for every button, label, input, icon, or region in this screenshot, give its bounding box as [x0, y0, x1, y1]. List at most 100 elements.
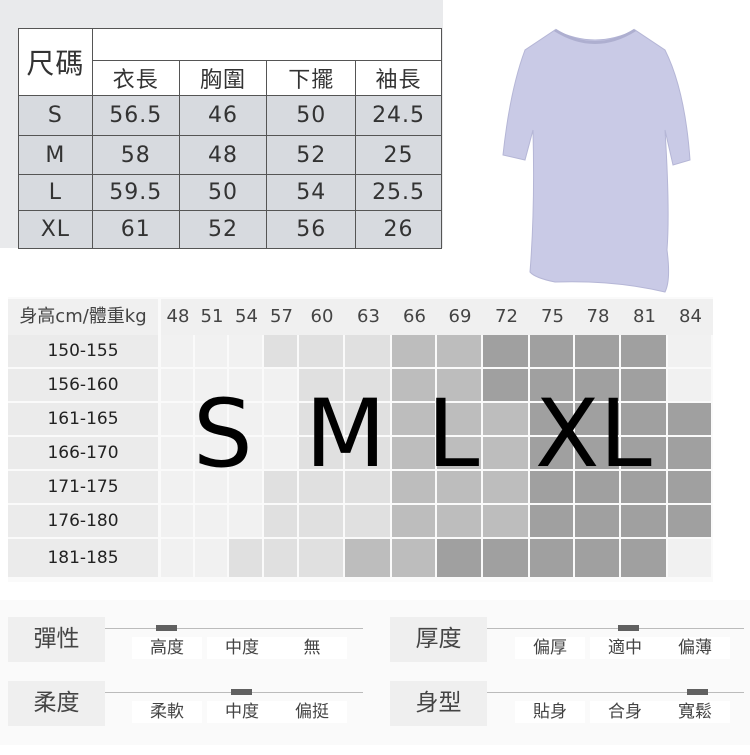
- fit-cell: [195, 539, 229, 579]
- fit-cell: [621, 335, 668, 369]
- attribute-scale-marker: [618, 625, 639, 631]
- height-label: 150-155: [8, 335, 158, 367]
- fit-cell: [299, 437, 345, 471]
- attribute-label: 彈性: [8, 617, 105, 662]
- attribute-scale-marker: [687, 689, 708, 695]
- size-zone-label: S: [193, 380, 253, 489]
- fit-cell: [229, 437, 264, 471]
- weight-header: 69: [437, 299, 483, 335]
- attribute-option: 貼身: [515, 701, 585, 723]
- fit-cell: [437, 471, 483, 505]
- attribute-option: 無: [277, 637, 347, 659]
- attribute-option: 偏薄: [660, 637, 730, 659]
- fit-cell: [161, 505, 195, 539]
- fit-cell: [161, 471, 195, 505]
- table-row: XL 61 52 56 26: [18, 210, 442, 249]
- value-cell: 26: [355, 210, 442, 249]
- fit-cell: [621, 539, 668, 579]
- attribute-scale-line: [487, 628, 744, 629]
- fit-cell: [530, 437, 575, 471]
- value-cell: 52: [266, 135, 357, 175]
- tshirt-icon: [502, 28, 691, 293]
- height-label: 181-185: [8, 539, 158, 577]
- grid-header-label: 身高cm/體重kg: [8, 299, 158, 335]
- attribute-option: 中度: [207, 701, 277, 723]
- attribute-scale-line: [105, 628, 363, 629]
- fit-cell: [195, 403, 229, 437]
- attribute-label: 身型: [390, 681, 487, 726]
- fit-cell: [575, 369, 621, 403]
- fit-cell: [530, 539, 575, 579]
- size-zone-label: L: [427, 380, 480, 489]
- fit-cell: [299, 471, 345, 505]
- fit-cell: [621, 437, 668, 471]
- fit-cell: [668, 505, 713, 539]
- fit-cell: [345, 539, 392, 579]
- fit-cell: [621, 369, 668, 403]
- fit-cell: [437, 505, 483, 539]
- fit-cell: [668, 369, 713, 403]
- fit-cell: [575, 505, 621, 539]
- fit-cell: [161, 403, 195, 437]
- value-cell: 50: [266, 95, 357, 136]
- value-cell: 52: [178, 210, 268, 249]
- fit-cell: [530, 369, 575, 403]
- fit-cell: [195, 437, 229, 471]
- size-cell: M: [18, 135, 93, 175]
- fit-cell: [299, 539, 345, 579]
- fit-grid: 身高cm/體重kg 48 51 54 57 60 63 66 69 72 75 78 81 84 150-…: [8, 297, 713, 582]
- fit-cell: [345, 437, 392, 471]
- fit-cell: [229, 369, 264, 403]
- fit-cell: [264, 403, 299, 437]
- height-label: 176-180: [8, 505, 158, 537]
- fit-cell: [483, 471, 530, 505]
- value-cell: 61: [91, 210, 180, 249]
- attribute-label: 厚度: [390, 617, 487, 662]
- attribute-scale-line: [487, 692, 744, 693]
- column-header: 袖長: [355, 60, 442, 96]
- fit-cell: [264, 505, 299, 539]
- value-cell: 56: [266, 210, 357, 249]
- fit-cell: [621, 505, 668, 539]
- fit-cell: [530, 505, 575, 539]
- value-cell: 24.5: [355, 95, 442, 136]
- fit-cell: [264, 369, 299, 403]
- fit-cell: [229, 335, 264, 369]
- fit-cell: [345, 335, 392, 369]
- weight-header: 84: [668, 299, 713, 335]
- fit-cell: [161, 335, 195, 369]
- fit-cell: [229, 471, 264, 505]
- fit-cell: [264, 539, 299, 579]
- fit-cell: [392, 335, 437, 369]
- attribute-option: 適中: [590, 637, 660, 659]
- fit-cell: [345, 505, 392, 539]
- size-cell: L: [18, 174, 93, 211]
- fit-cell: [668, 539, 713, 579]
- attribute-option: 偏挺: [277, 701, 347, 723]
- fit-cell: [264, 471, 299, 505]
- fit-cell: [299, 505, 345, 539]
- fit-cell: [392, 437, 437, 471]
- attribute-label: 柔度: [8, 681, 105, 726]
- weight-header: 66: [392, 299, 437, 335]
- attribute-option: 高度: [132, 637, 202, 659]
- fit-cell: [575, 403, 621, 437]
- weight-header: 51: [195, 299, 229, 335]
- value-cell: 56.5: [91, 95, 180, 136]
- fit-cell: [575, 471, 621, 505]
- weight-header: 54: [229, 299, 264, 335]
- fit-cell: [195, 471, 229, 505]
- size-measurement-table: 尺碼 衣長 胸圍 下擺 袖長 S 56.5 46 50 24.5 M 58 48 52 25 L…: [18, 28, 443, 249]
- size-zone-label: XL: [535, 380, 652, 489]
- weight-header: 57: [264, 299, 299, 335]
- fit-cell: [483, 335, 530, 369]
- fit-cell: [345, 369, 392, 403]
- fit-cell: [299, 369, 345, 403]
- fit-cell: [575, 437, 621, 471]
- height-label: 156-160: [8, 369, 158, 401]
- size-cell: XL: [18, 210, 93, 249]
- table-row: S 56.5 46 50 24.5: [18, 95, 442, 136]
- fit-cell: [483, 437, 530, 471]
- attribute-scale-marker: [231, 689, 252, 695]
- fit-cell: [668, 437, 713, 471]
